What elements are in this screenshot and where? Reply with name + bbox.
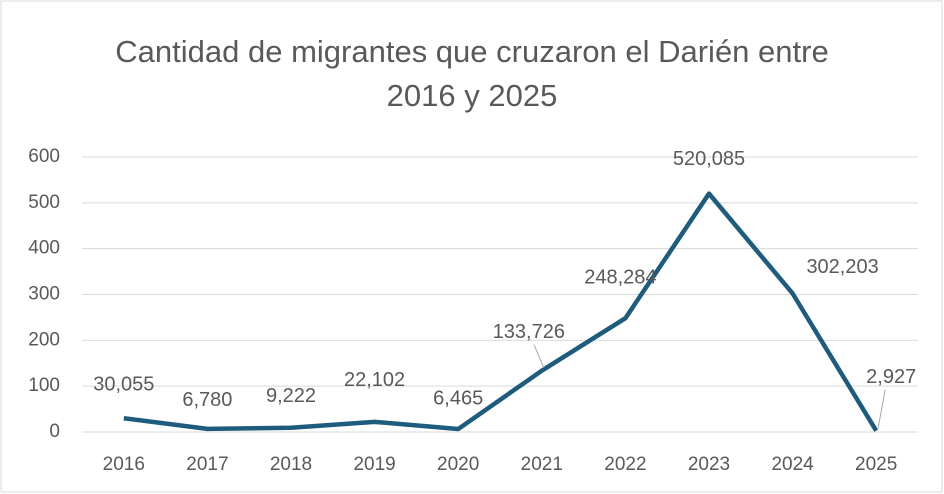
x-tick-label: 2019 (353, 454, 395, 475)
data-label: 248,284 (584, 266, 656, 288)
leader-line (533, 344, 545, 368)
data-label: 9,222 (266, 385, 316, 407)
chart-title: Cantidad de migrantes que cruzaron el Da… (115, 34, 829, 113)
x-tick-label: 2024 (771, 454, 814, 475)
data-label: 30,055 (93, 374, 154, 396)
data-label: 6,465 (433, 387, 483, 409)
data-label: 302,203 (806, 256, 878, 278)
x-tick-label: 2018 (270, 454, 312, 475)
y-tick-label: 400 (28, 238, 60, 259)
data-label: 22,102 (344, 369, 405, 391)
x-tick-label: 2023 (688, 454, 730, 475)
data-label: 133,726 (493, 321, 565, 343)
data-label: 6,780 (182, 389, 232, 411)
line-series (123, 191, 879, 432)
leader-line (877, 389, 886, 428)
y-tick-label: 100 (28, 375, 60, 396)
x-tick-label: 2020 (437, 454, 479, 475)
y-tick-label: 600 (28, 146, 60, 167)
x-tick-label: 2017 (186, 454, 228, 475)
x-tick-label: 2025 (855, 454, 897, 475)
y-tick-label: 0 (49, 421, 60, 442)
y-tick-label: 300 (28, 284, 60, 305)
x-tick-label: 2021 (521, 454, 563, 475)
x-tick-label: 2022 (604, 454, 646, 475)
x-tick-label: 2016 (103, 454, 145, 475)
y-tick-label: 500 (28, 192, 60, 213)
y-tick-label: 200 (28, 329, 60, 350)
data-label: 520,085 (673, 148, 745, 170)
data-label: 2,927 (866, 366, 916, 388)
